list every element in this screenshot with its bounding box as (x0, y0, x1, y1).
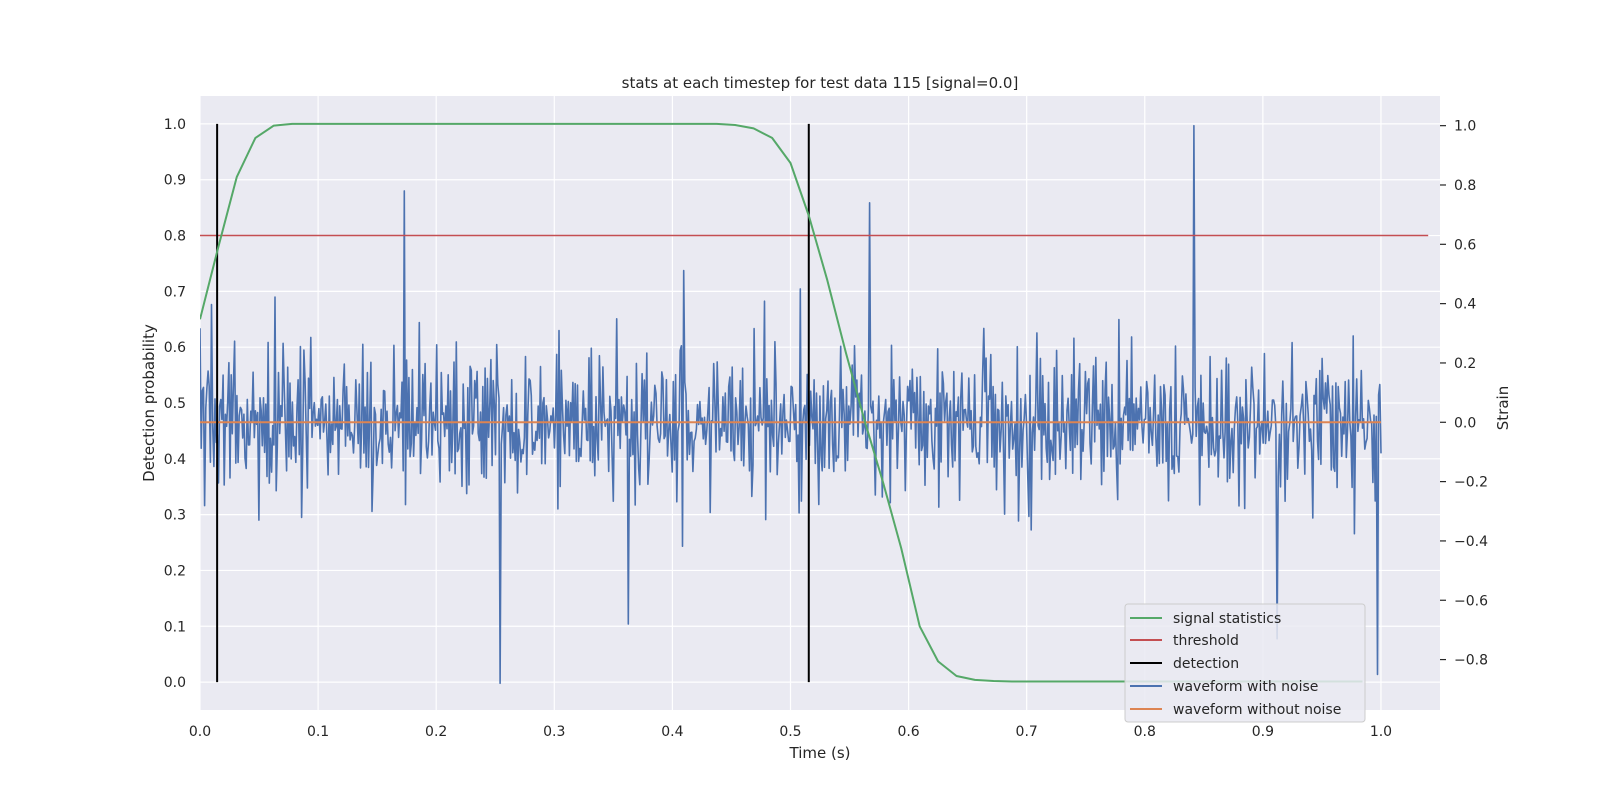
x-tick-label: 0.6 (897, 724, 919, 740)
y-tick-label: 0.2 (164, 563, 186, 579)
legend-label-threshold: threshold (1173, 633, 1239, 649)
y-tick-label: 0.9 (164, 173, 186, 189)
y-tick-label: 0.4 (164, 452, 186, 468)
y-right-tick-label: −0.4 (1454, 534, 1488, 550)
x-tick-label: 0.8 (1134, 724, 1156, 740)
y-axis-title: Detection probability (140, 324, 158, 482)
y-tick-label: 0.8 (164, 229, 186, 245)
x-tick-label: 0.1 (307, 724, 329, 740)
y-axis-right: −0.8 −0.6 −0.4 −0.2 0.0 0.2 0.4 0.6 0.8 1.0 (1440, 119, 1488, 669)
legend-label-signal-statistics: signal statistics (1173, 611, 1281, 627)
x-tick-label: 0.2 (425, 724, 447, 740)
y-right-tick-label: 1.0 (1454, 119, 1476, 135)
y-right-tick-label: 0.6 (1454, 237, 1476, 253)
x-tick-label: 0.5 (779, 724, 801, 740)
legend-label-waveform-without-noise: waveform without noise (1173, 702, 1341, 718)
y-axis-right-title: Strain (1494, 386, 1512, 430)
y-tick-label: 0.5 (164, 396, 186, 412)
x-axis-title: Time (s) (789, 744, 851, 762)
x-tick-label: 0.7 (1016, 724, 1038, 740)
y-axis-left: 0.0 0.1 0.2 0.3 0.4 0.5 0.6 0.7 0.8 0.9 1.0 (164, 117, 186, 691)
y-right-tick-label: 0.4 (1454, 297, 1476, 313)
y-right-tick-label: −0.2 (1454, 475, 1488, 491)
y-right-tick-label: 0.2 (1454, 356, 1476, 372)
x-axis: 0.0 0.1 0.2 0.3 0.4 0.5 0.6 0.7 0.8 0.9 1.0 (189, 724, 1392, 740)
x-tick-label: 0.4 (661, 724, 683, 740)
y-right-tick-label: 0.8 (1454, 178, 1476, 194)
series-waveform-with-noise (200, 124, 1382, 685)
y-tick-label: 0.1 (164, 619, 186, 635)
legend-label-waveform-with-noise: waveform with noise (1173, 679, 1318, 695)
x-tick-label: 0.0 (189, 724, 211, 740)
y-right-tick-label: −0.6 (1454, 593, 1488, 609)
y-tick-label: 0.7 (164, 284, 186, 300)
y-tick-label: 0.6 (164, 340, 186, 356)
x-tick-label: 1.0 (1370, 724, 1392, 740)
y-tick-label: 0.3 (164, 508, 186, 524)
chart-title: stats at each timestep for test data 115… (622, 74, 1019, 92)
y-tick-label: 0.0 (164, 675, 186, 691)
y-right-tick-label: 0.0 (1454, 415, 1476, 431)
x-tick-label: 0.3 (543, 724, 565, 740)
legend-box (1124, 603, 1366, 723)
legend: signal statistics threshold detection wa… (1124, 603, 1366, 723)
legend-label-detection: detection (1173, 656, 1239, 672)
y-right-tick-label: −0.8 (1454, 653, 1488, 669)
x-tick-label: 0.9 (1252, 724, 1274, 740)
y-tick-label: 1.0 (164, 117, 186, 133)
